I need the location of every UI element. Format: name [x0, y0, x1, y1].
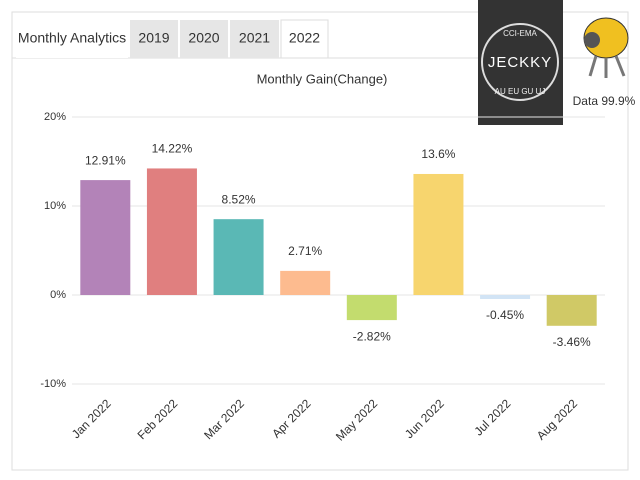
- data-label: 8.52%: [222, 192, 256, 206]
- tab[interactable]: [230, 20, 279, 58]
- tab-label: Monthly Analytics: [18, 30, 126, 46]
- data-label: -0.45%: [486, 308, 524, 322]
- bar: [213, 219, 264, 295]
- data-label: -2.82%: [353, 329, 391, 343]
- bar: [546, 295, 597, 326]
- tab[interactable]: [280, 19, 329, 59]
- data-label: 2.71%: [288, 244, 322, 258]
- data-label: 13.6%: [421, 147, 455, 161]
- data-label: -3.46%: [553, 335, 591, 349]
- badge-text: Data 99.9%: [573, 94, 636, 108]
- logo-ring-top: CCI-EMA: [503, 29, 537, 38]
- data-label: 14.22%: [152, 142, 193, 156]
- tab-label[interactable]: 2021: [239, 30, 270, 46]
- logo-ring-bottom: AU EU GU UJ: [495, 87, 546, 96]
- y-tick-label: -10%: [40, 378, 66, 390]
- y-tick-label: 10%: [44, 200, 66, 212]
- y-tick-label: 20%: [44, 111, 66, 123]
- y-tick-label: 0%: [50, 289, 66, 301]
- tab[interactable]: [130, 20, 178, 58]
- tab[interactable]: [180, 20, 228, 58]
- bar: [346, 295, 397, 321]
- bar: [80, 180, 131, 295]
- logo: CCI-EMA JECKKY AU EU GU UJ: [478, 0, 563, 125]
- robot-leg: [614, 55, 626, 77]
- logo-name: JECKKY: [488, 54, 552, 71]
- tab-label[interactable]: 2022: [289, 30, 320, 46]
- bar: [480, 295, 531, 300]
- bar: [413, 173, 464, 295]
- tab-label[interactable]: 2019: [138, 30, 169, 46]
- logo-box: [478, 0, 563, 125]
- tab-bar: Monthly Analytics 2019 2020 2021 2022: [16, 19, 329, 59]
- data-label: 12.91%: [85, 153, 126, 167]
- tab: [16, 20, 128, 58]
- bar: [280, 270, 331, 295]
- logo-ring: [481, 23, 559, 101]
- robot-icon: [583, 17, 629, 78]
- bar: [146, 168, 197, 295]
- tab-label[interactable]: 2020: [188, 30, 219, 46]
- robot-eye: [584, 32, 600, 48]
- robot-leg: [588, 55, 598, 77]
- chart-title: Monthly Gain(Change): [257, 71, 388, 86]
